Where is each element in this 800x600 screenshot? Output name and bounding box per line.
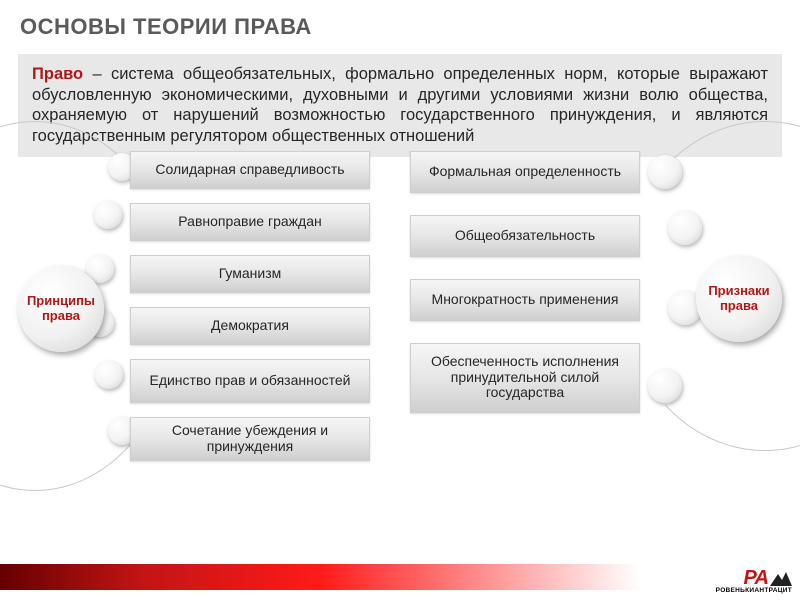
bead [648, 369, 682, 403]
logo-icon [770, 570, 792, 589]
feature-item: Формальная определенность [410, 151, 640, 193]
logo-text: РА [743, 567, 768, 589]
principle-item: Равноправие граждан [130, 203, 370, 241]
logo: РА РОВЕНЬКИАНТРАЦИТ [716, 568, 792, 595]
hub-principles: Принципы права [18, 266, 104, 352]
feature-item: Обеспеченность исполнения принудительной… [410, 343, 640, 413]
feature-item: Общеобязательность [410, 215, 640, 257]
bead [95, 361, 123, 389]
bead [668, 211, 702, 245]
bottom-band [0, 564, 800, 590]
principle-item: Демократия [130, 307, 370, 345]
bead [648, 155, 682, 189]
hub-features-label: Признаки права [696, 284, 782, 313]
principle-item: Единство прав и обязанностей [130, 359, 370, 403]
page-title: ОСНОВЫ ТЕОРИИ ПРАВА [0, 0, 800, 50]
feature-item: Многократность применения [410, 279, 640, 321]
definition-box: Право – система общеобязательных, формал… [18, 54, 782, 157]
principles-column: Солидарная справедливость Равноправие гр… [130, 151, 370, 461]
hub-principles-label: Принципы права [18, 294, 104, 323]
diagram: Принципы права Признаки права Солидарная… [0, 151, 800, 511]
principle-item: Гуманизм [130, 255, 370, 293]
features-column: Формальная определенность Общеобязательн… [410, 151, 640, 413]
hub-features: Признаки права [696, 256, 782, 342]
definition-term: Право [32, 65, 83, 83]
bead [94, 201, 122, 229]
definition-body: – система общеобязательных, формально оп… [32, 65, 768, 145]
principle-item: Сочетание убеждения и принуждения [130, 417, 370, 461]
principle-item: Солидарная справедливость [130, 151, 370, 189]
